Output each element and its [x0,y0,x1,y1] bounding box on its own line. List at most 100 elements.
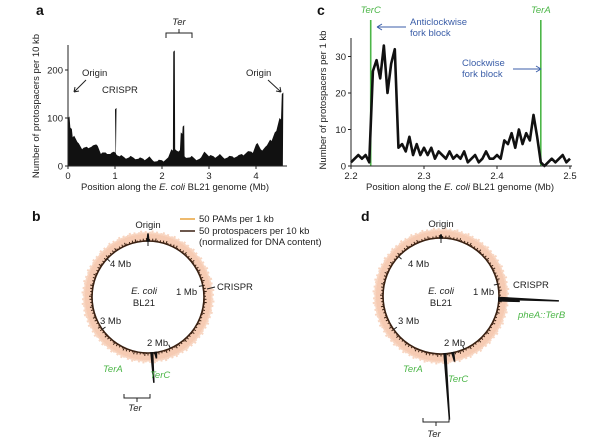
protospacer-bar [134,239,137,243]
legend-pam: 50 PAMs per 1 kb [199,214,274,225]
pam-bar [91,329,96,333]
pam-bar [182,348,186,352]
label-tera: TerA [403,364,423,375]
protospacer-bar [383,311,386,314]
protospacer-bar [115,342,117,345]
protospacer-bar [389,261,393,265]
pam-bar [374,278,379,282]
legend-note: (normalized for DNA content) [199,237,322,248]
pam-bar [83,279,88,283]
protospacer-bar [105,255,109,259]
pam-bar [503,310,508,314]
protospacer-bar [106,257,108,260]
protospacer-bar [98,263,102,267]
pam-bar [383,262,386,265]
pam-bar [466,232,470,238]
pam-bar [112,240,116,245]
pam-bar [120,237,124,240]
label-species: E. coli [131,286,158,297]
ter-bracket [123,394,151,402]
protospacer-bar [395,255,398,258]
y-tick-label: 30 [335,52,346,63]
label-4mb: 4 Mb [110,259,131,270]
pam-bar [189,343,193,347]
pam-bar [421,229,425,234]
pam-bar [492,254,498,259]
pam-bar [185,244,190,248]
label-1mb: 1 Mb [176,287,197,298]
protospacer-bar [477,249,479,252]
protospacer-bar [397,255,399,257]
arrow-left-icon [376,23,406,31]
pam-bar [98,252,102,256]
protospacer-bar [474,342,477,345]
protospacer-bar [416,239,419,244]
pam-bar [397,345,400,348]
protospacer-bar [478,339,482,343]
panel-label-a: a [36,2,44,18]
pam-bar [470,352,474,356]
protospacer-area [68,50,284,166]
protospacer-bar [121,244,124,248]
protospacer-peak [150,352,155,383]
pam-bar [180,241,184,245]
x-tick-label: 2.3 [417,171,430,182]
label-2mb: 2 Mb [147,338,168,349]
protospacer-bar [115,343,119,347]
pam-bar [202,264,205,267]
pam-bar [203,325,207,329]
pam-bar [496,262,499,265]
pam-bar [488,338,492,342]
pam-bar [500,269,505,273]
pam-bar [174,238,178,241]
pam-bar [205,269,208,273]
pam-bar [187,247,191,250]
label-crispr: CRISPR [217,282,253,293]
protospacer-bar [386,271,389,273]
pam-bar [92,258,97,263]
pam-bar [376,274,380,277]
pam-bar [102,249,105,253]
pam-bar [425,229,429,233]
pam-bar [198,333,202,336]
protospacer-bar [199,274,202,276]
pam-bar [172,354,176,357]
protospacer-bar [189,257,193,261]
protospacer-bar [102,260,105,263]
mb-tick [462,345,465,350]
pam-bar [496,327,499,330]
pam-bar [380,263,385,267]
pam-bar [91,327,94,330]
protospacer-bar [194,264,197,267]
protospacer-bar [191,260,195,263]
pam-bar [95,255,99,260]
pam-bar [199,259,203,263]
label-3mb: 3 Mb [100,316,121,327]
pam-bar [480,346,484,350]
protospacer-bar [175,345,178,349]
pam-bar [412,234,416,238]
protospacer-bar [410,243,413,246]
pam-bar [414,355,418,359]
protospacer-bar [176,247,179,250]
protospacer-bar [90,309,94,311]
protospacer-bar [404,341,407,344]
protospacer-bar [387,322,390,325]
pam-bar [100,340,104,343]
protospacer-bar [124,242,127,246]
annotation-origin-left: Origin [82,68,107,79]
label-2mb: 2 Mb [444,338,465,349]
label-crispr: CRISPR [513,280,549,291]
protospacer-bar [469,346,472,350]
pam-bar [94,258,98,261]
protospacer-bar [107,335,109,338]
pam-bar [119,354,124,359]
pam-bar [189,247,193,251]
pam-bar [394,244,399,249]
protospacer-bar [481,253,485,256]
pam-bar [474,350,478,355]
protospacer-bar [478,249,482,253]
protospacer-bar [408,245,410,248]
mb-tick [198,285,203,287]
protospacer-bar [398,336,401,338]
